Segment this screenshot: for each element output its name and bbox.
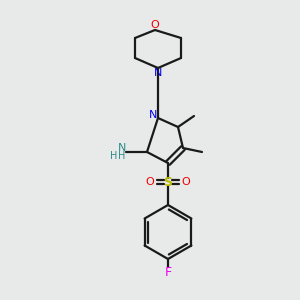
- Text: N: N: [149, 110, 157, 120]
- Text: H: H: [110, 151, 118, 161]
- Text: H: H: [118, 151, 126, 161]
- Text: N: N: [118, 143, 126, 153]
- Text: O: O: [146, 177, 154, 187]
- Text: O: O: [151, 20, 159, 30]
- Text: O: O: [182, 177, 190, 187]
- Text: N: N: [154, 68, 162, 78]
- Text: S: S: [164, 176, 172, 188]
- Text: F: F: [164, 266, 172, 280]
